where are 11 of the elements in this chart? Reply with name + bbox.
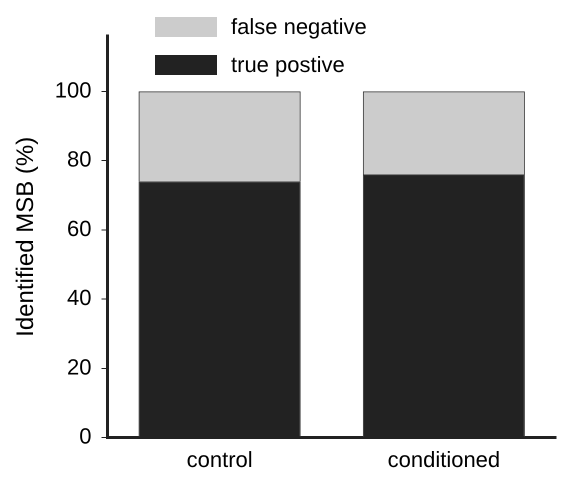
legend-label: false negative [231, 14, 367, 40]
y-axis-title: Identified MSB (%) [12, 136, 40, 337]
x-tick-label: control [186, 446, 253, 472]
x-tick-label: conditioned [388, 446, 500, 472]
y-tick-label: 60 [67, 216, 92, 241]
y-tick-label: 80 [67, 146, 92, 172]
y-tick-label: 20 [67, 354, 92, 380]
legend-label: true postive [231, 52, 345, 78]
y-tick-label: 100 [54, 77, 92, 102]
y-tick-label: 0 [79, 424, 92, 449]
y-tick-label: 40 [67, 285, 92, 310]
